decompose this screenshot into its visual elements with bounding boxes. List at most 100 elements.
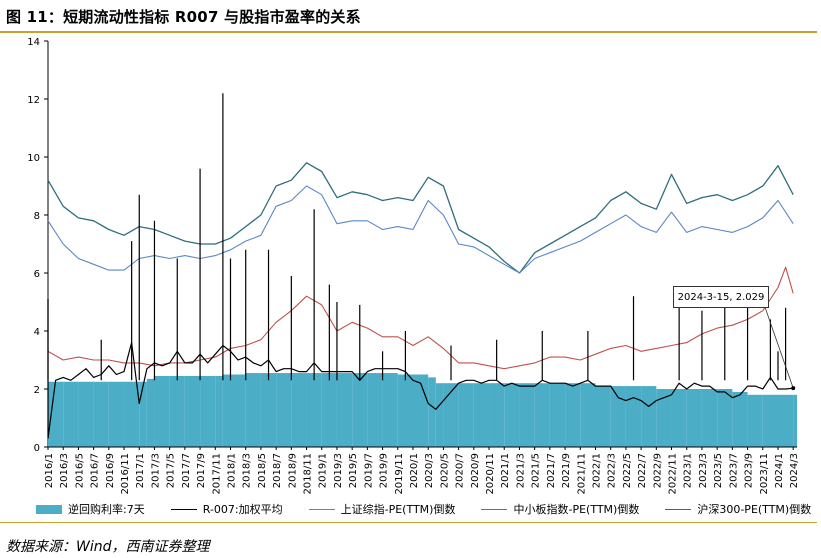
bar-reverse-repo xyxy=(146,378,155,447)
x-tick-label: 2022/3 xyxy=(607,453,618,488)
y-tick-label: 10 xyxy=(27,153,40,164)
x-tick-label: 2018/9 xyxy=(287,453,298,488)
legend-swatch-sme xyxy=(481,508,508,510)
x-tick-label: 2019/11 xyxy=(394,453,405,495)
bar-reverse-repo xyxy=(793,394,797,447)
bar-reverse-repo xyxy=(230,374,246,447)
x-tick-label: 2020/3 xyxy=(424,453,435,488)
bar-reverse-repo xyxy=(124,381,140,447)
bar-reverse-repo xyxy=(428,377,436,447)
x-tick-label: 2021/7 xyxy=(546,453,557,488)
bar-reverse-repo xyxy=(610,386,626,447)
x-tick-label: 2016/3 xyxy=(59,453,70,488)
bar-reverse-repo xyxy=(625,386,642,447)
bar-reverse-repo xyxy=(306,373,322,447)
x-tick-label: 2017/1 xyxy=(135,453,146,488)
bar-reverse-repo xyxy=(352,373,368,447)
legend-label-r007: R-007:加权平均 xyxy=(202,503,283,516)
bar-reverse-repo xyxy=(435,383,444,447)
legend-item-sse: 上证综指-PE(TTM)倒数 xyxy=(308,501,456,517)
legend-item-reverse-repo: 逆回购利率:7天 xyxy=(36,501,145,517)
x-tick-label: 2020/5 xyxy=(439,453,450,488)
r007-pe-chart: 0 2 4 6 8 10 12 14 2016/1 2016/3 2016/5 2016/7 2016/… xyxy=(27,37,800,495)
legend-swatch-reverse-repo xyxy=(36,504,62,514)
x-tick-label: 2023/9 xyxy=(744,453,755,488)
bar-reverse-repo xyxy=(139,381,147,447)
y-tick-label: 8 xyxy=(34,211,40,222)
x-tick-label: 2019/3 xyxy=(333,453,344,488)
bar-reverse-repo xyxy=(63,381,79,447)
bar-reverse-repo xyxy=(245,373,261,447)
header-rule xyxy=(0,31,817,33)
x-tick-label: 2021/1 xyxy=(500,453,511,488)
bar-reverse-repo xyxy=(260,373,277,447)
legend-item-hs300: 沪深300-PE(TTM)倒数 xyxy=(665,501,811,517)
x-tick-label: 2016/7 xyxy=(90,453,101,488)
x-tick-label: 2020/1 xyxy=(409,453,420,488)
legend-item-sme: 中小板指数-PE(TTM)倒数 xyxy=(481,501,639,517)
x-tick-label: 2024/1 xyxy=(774,453,785,488)
bar-reverse-repo xyxy=(732,391,748,447)
bar-reverse-repo xyxy=(489,383,505,447)
bar-reverse-repo xyxy=(671,389,687,447)
source-note: 数据来源：Wind，西南证券整理 xyxy=(6,539,210,555)
bar-reverse-repo xyxy=(291,373,307,447)
legend-label-sse: 上证综指-PE(TTM)倒数 xyxy=(340,503,456,516)
bar-reverse-repo xyxy=(222,374,231,447)
x-tick-label: 2024/3 xyxy=(789,453,800,488)
bar-reverse-repo xyxy=(641,386,657,447)
x-tick-label: 2019/9 xyxy=(379,453,390,488)
x-tick-label: 2019/7 xyxy=(363,453,374,488)
bar-reverse-repo xyxy=(443,383,459,447)
bar-reverse-repo xyxy=(169,375,185,447)
bar-reverse-repo xyxy=(458,383,474,447)
x-tick-label: 2021/11 xyxy=(576,453,587,495)
bar-reverse-repo xyxy=(549,383,566,447)
bar-reverse-repo xyxy=(686,389,702,447)
bar-reverse-repo xyxy=(382,373,398,447)
x-tick-label: 2019/1 xyxy=(318,453,329,488)
bar-reverse-repo xyxy=(701,389,718,447)
bar-reverse-repo xyxy=(717,389,733,447)
legend-label-sme: 中小板指数-PE(TTM)倒数 xyxy=(513,503,640,516)
footer-rule xyxy=(0,522,817,523)
bar-reverse-repo xyxy=(397,374,413,447)
bar-reverse-repo xyxy=(534,383,550,447)
legend-item-r007: R-007:加权平均 xyxy=(170,501,283,517)
bar-reverse-repo xyxy=(200,375,216,447)
x-tick-label: 2017/5 xyxy=(166,453,177,488)
x-tick-label: 2016/1 xyxy=(44,453,55,488)
legend-swatch-r007 xyxy=(170,508,197,510)
x-tick-label: 2016/9 xyxy=(105,453,116,488)
bar-reverse-repo xyxy=(595,386,611,447)
chart-legend: 逆回购利率:7天 R-007:加权平均 上证综指-PE(TTM)倒数 中小板指数… xyxy=(36,500,821,518)
x-tick-label: 2018/3 xyxy=(242,453,253,488)
annotation-point xyxy=(791,386,796,391)
x-tick-label: 2020/9 xyxy=(470,453,481,488)
bar-reverse-repo xyxy=(777,394,794,447)
x-tick-label: 2018/11 xyxy=(303,453,314,495)
bar-reverse-repo xyxy=(473,383,490,447)
x-tick-label: 2017/7 xyxy=(181,453,192,488)
x-tick-label: 2017/3 xyxy=(150,453,161,488)
x-tick-label: 2020/11 xyxy=(485,453,496,495)
bar-reverse-repo xyxy=(215,375,223,447)
x-tick-label: 2021/3 xyxy=(515,453,526,488)
x-tick-label: 2021/5 xyxy=(531,453,542,488)
y-tick-label: 6 xyxy=(34,269,40,280)
x-tick-label: 2022/11 xyxy=(668,453,679,495)
legend-swatch-sse xyxy=(308,508,335,510)
x-tick-label: 2022/7 xyxy=(637,453,648,488)
y-tick-label: 0 xyxy=(34,443,40,454)
bar-reverse-repo xyxy=(154,375,170,447)
x-tick-label: 2023/3 xyxy=(698,453,709,488)
y-tick-label: 12 xyxy=(27,95,40,106)
figure-header: 图 11：短期流动性指标 R007 与股指市盈率的关系 xyxy=(0,0,821,30)
x-tick-label: 2016/11 xyxy=(120,453,131,495)
y-tick-label: 14 xyxy=(27,37,40,48)
annotation-leader xyxy=(762,301,794,389)
x-tick-label: 2016/5 xyxy=(74,453,85,488)
legend-swatch-hs300 xyxy=(665,508,692,510)
x-tick-label: 2023/1 xyxy=(683,453,694,488)
bar-reverse-repo xyxy=(656,389,672,447)
